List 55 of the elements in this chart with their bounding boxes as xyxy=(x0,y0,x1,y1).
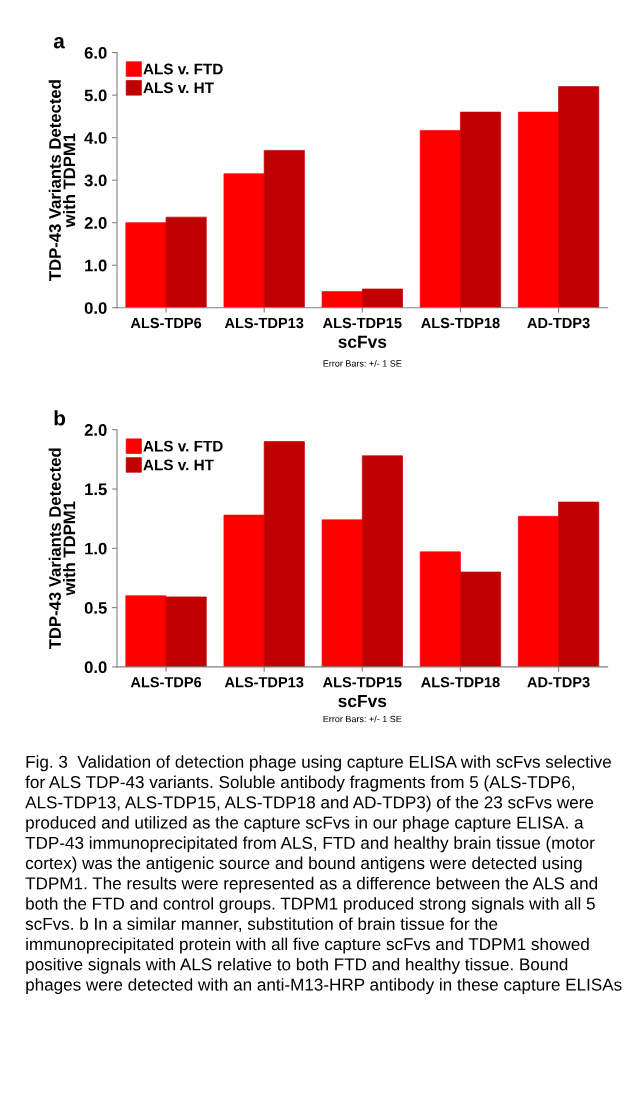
y-tick-label: 1.0 xyxy=(85,542,107,555)
y-tick-label: 4.0 xyxy=(84,132,107,144)
bar xyxy=(165,216,207,308)
x-tick-label: AD-TDP3 xyxy=(527,677,590,688)
x-tick-label: ALS-TDP13 xyxy=(224,677,304,688)
y-tick-label: 3.0 xyxy=(84,174,107,187)
x-axis-title: scFvs xyxy=(338,695,387,708)
bar xyxy=(125,595,167,667)
bar xyxy=(558,86,600,308)
bar xyxy=(361,455,403,667)
bar xyxy=(517,515,559,667)
y-tick-label: 0.0 xyxy=(84,661,107,674)
y-tick-label: 1.0 xyxy=(85,259,107,272)
y-tick-label: 6.0 xyxy=(84,46,107,59)
y-tick-label: 5.0 xyxy=(84,89,107,102)
bar xyxy=(361,288,403,308)
y-axis-title: TDP-43 Variants Detected with TDPM1 xyxy=(48,80,76,281)
x-tick-label: ALS-TDP18 xyxy=(421,677,500,688)
y-tick-label: 1.5 xyxy=(85,483,107,496)
bar xyxy=(321,291,363,308)
bar xyxy=(419,551,461,667)
text: Error Bars: +/- 1 SE xyxy=(323,360,402,367)
bar xyxy=(125,222,167,308)
bar xyxy=(558,501,600,667)
y-tick-label: 0.0 xyxy=(84,302,107,314)
bar xyxy=(165,596,207,667)
text: Fig. 3 Validation of detection phage using capture ELISA with scFvs selective for ALS TDP-43 variants. Soluble antibody fragments from 5 (ALS-TDP6, ALS-TDP13, ALS-TDP15, ALS-TDP18 and AD-TDP3) of the 23 scFvs were produced and utilized as the capture scFvs in our phage capture ELISA. a TDP-43 immunoprecipitated from ALS, FTD and healthy brain tissue (motor cortex) was the antigenic source and bound antigens were detected using TDPM1. The results were represented as a difference between the ALS and both the FTD and control groups. TDPM1 produced strong signals with all 5 scFvs. b In a similar manner, substitution of brain tissue for the immunoprecipitated protein with all five capture scFvs and TDPM1 showed positive signals with ALS relative to both FTD and healthy tissue. Bound phages were detected with an anti-M13-HRP antibody in these capture ELISAs xyxy=(25,755,622,995)
x-axis-title: scFvs xyxy=(338,335,387,348)
y-tick-label: 0.5 xyxy=(84,602,107,614)
y-axis-title: TDP-43 Variants Detected with TDPM1 xyxy=(48,448,76,650)
y-tick-label: 2.0 xyxy=(84,424,107,436)
bar xyxy=(263,441,305,667)
bar xyxy=(263,150,305,308)
x-tick-label: ALS-TDP6 xyxy=(130,677,202,688)
x-tick-label: ALS-TDP13 xyxy=(224,317,304,329)
text: Error Bars: +/- 1 SE xyxy=(323,715,402,723)
bar xyxy=(460,111,502,308)
bar xyxy=(517,111,559,308)
bar xyxy=(460,571,502,667)
y-tick-label: 2.0 xyxy=(84,217,107,229)
bar xyxy=(223,173,265,308)
legend-label: ALS v. FTD xyxy=(143,440,223,452)
bar xyxy=(223,514,265,667)
chart-title: b xyxy=(54,410,66,426)
x-tick-label: ALS-TDP15 xyxy=(322,317,402,329)
x-tick-label: AD-TDP3 xyxy=(527,317,590,329)
legend-label: ALS v. HT xyxy=(143,82,214,94)
bar xyxy=(419,130,461,308)
x-tick-label: ALS-TDP6 xyxy=(130,317,202,329)
legend-label: ALS v. FTD xyxy=(143,63,223,75)
x-tick-label: ALS-TDP15 xyxy=(322,677,402,688)
bar xyxy=(321,519,363,667)
legend-label: ALS v. HT xyxy=(143,459,214,471)
chart-title: a xyxy=(53,37,65,49)
x-tick-label: ALS-TDP18 xyxy=(421,317,500,329)
